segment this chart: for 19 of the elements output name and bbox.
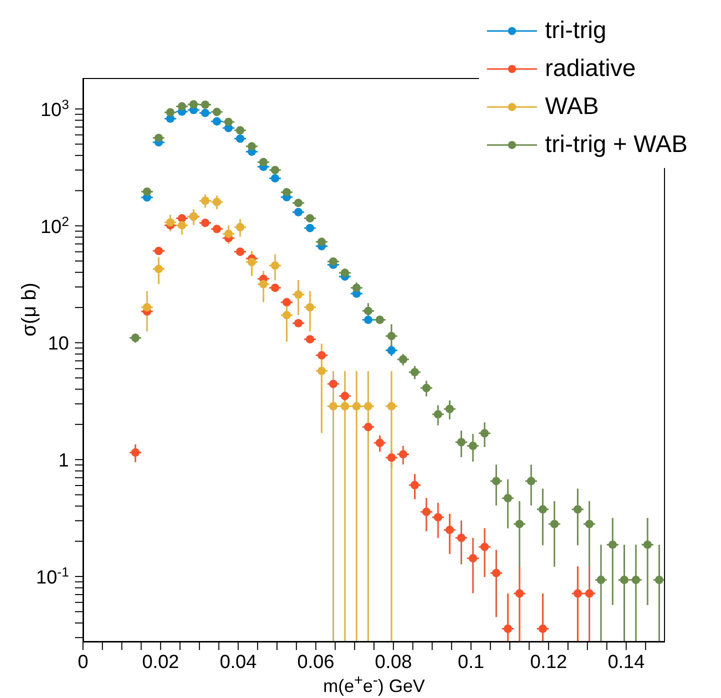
x-tick-label: 0.06	[297, 652, 334, 673]
legend-label: tri-trig + WAB	[545, 131, 688, 159]
y-tick-label: 10	[48, 334, 69, 355]
y-tick-label: 10$^{3}$	[40, 96, 69, 121]
y-tick-label: 1	[58, 450, 69, 472]
x-tick-label: 0.02	[142, 652, 180, 673]
x-tick-label: 0.08	[374, 652, 412, 673]
y-tick-label: 10$^{2}$	[40, 213, 69, 238]
y-axis-title: σ(μ b)	[18, 282, 42, 338]
legend-label: radiative	[545, 55, 636, 83]
x-tick-label: 0.1	[458, 652, 484, 673]
y-tick-label: 10$^{-1}$	[36, 564, 69, 588]
x-tick-label: 0.04	[220, 652, 258, 673]
x-tick-label: 0	[78, 652, 88, 673]
legend-label: WAB	[545, 93, 599, 121]
legend-label: tri-trig	[545, 17, 606, 45]
x-tick-label: 0.14	[608, 652, 646, 673]
x-tick-label: 0.12	[530, 652, 568, 673]
x-axis-title: m(e$^{+}$e$^{-}$) GeV	[322, 672, 426, 697]
